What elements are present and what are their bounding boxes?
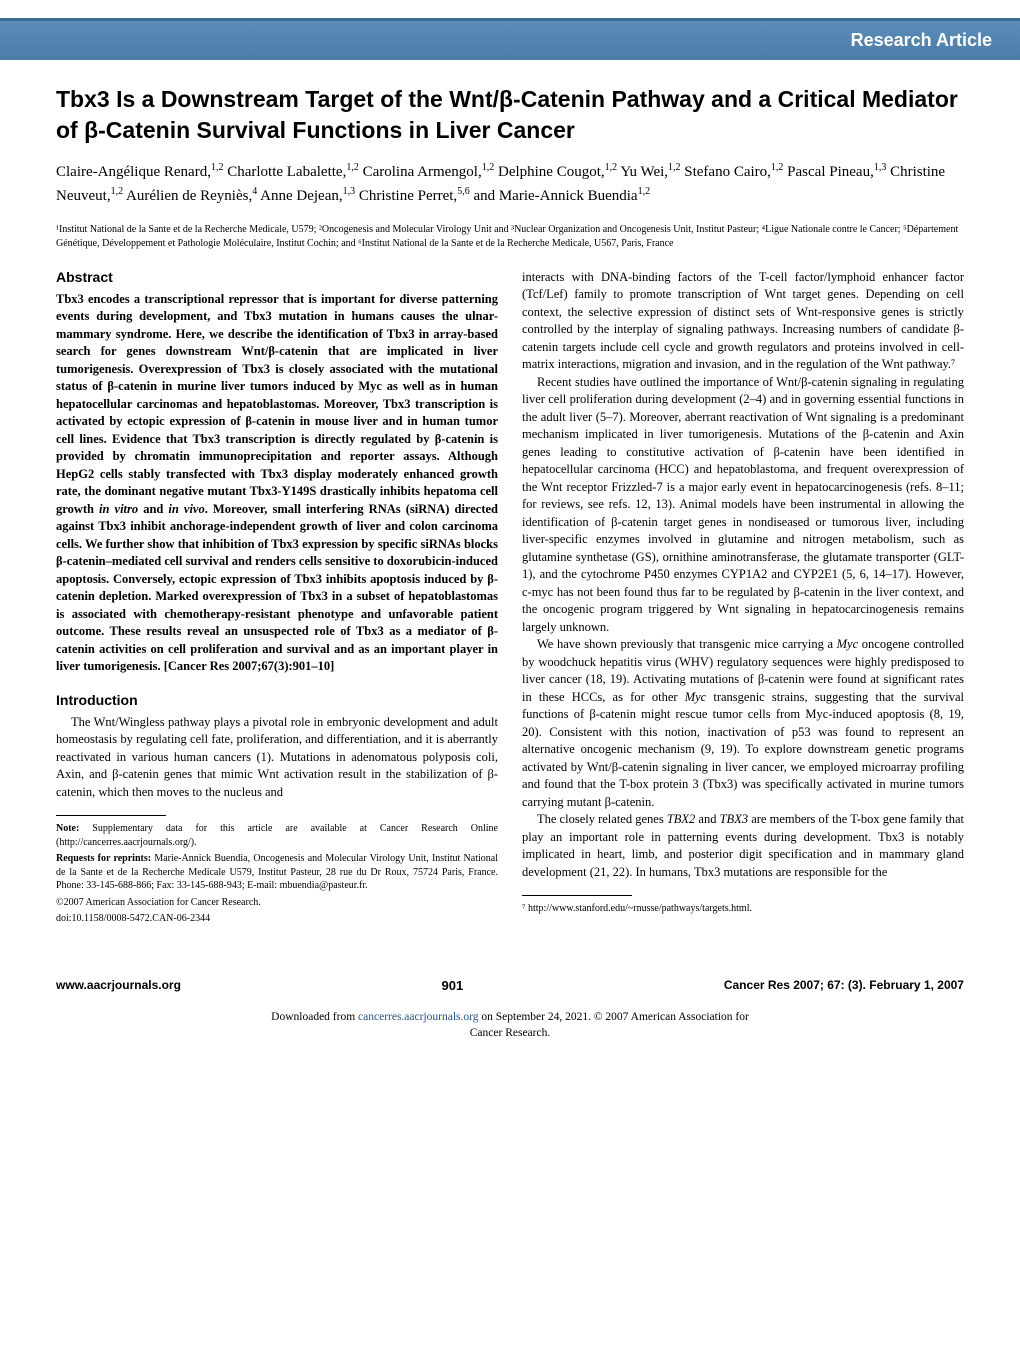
download-link[interactable]: cancerres.aacrjournals.org [358,1011,478,1023]
download-suffix: on September 24, 2021. © 2007 American A… [479,1011,749,1023]
download-prefix: Downloaded from [271,1011,358,1023]
footer-page-number: 901 [442,978,464,993]
authors-list: Claire-Angélique Renard,1,2 Charlotte La… [56,160,964,209]
right-column: interacts with DNA-binding factors of th… [522,269,964,929]
introduction-heading: Introduction [56,692,498,708]
download-note: Downloaded from cancerres.aacrjournals.o… [0,1001,1020,1049]
introduction-body: The Wnt/Wingless pathway plays a pivotal… [56,714,498,802]
affiliations: ¹Institut National de la Sante et de la … [56,223,964,251]
abstract-body: Tbx3 encodes a transcriptional repressor… [56,291,498,676]
download-line2: Cancer Research. [470,1027,550,1039]
footnote-note: Note: Supplementary data for this articl… [56,822,498,849]
right-paragraph-4: The closely related genes TBX2 and TBX3 … [522,811,964,881]
article-content: Tbx3 Is a Downstream Target of the Wnt/β… [0,60,1020,949]
footnote-requests: Requests for reprints: Marie-Annick Buen… [56,852,498,893]
intro-paragraph-1: The Wnt/Wingless pathway plays a pivotal… [56,714,498,802]
footnote-url: ⁷ http://www.stanford.edu/~rnusse/pathwa… [522,902,964,916]
footnote-divider-right [522,895,632,896]
footer-citation: Cancer Res 2007; 67: (3). February 1, 20… [724,978,964,992]
right-body: interacts with DNA-binding factors of th… [522,269,964,882]
footer-journal-url: www.aacrjournals.org [56,978,181,992]
article-category: Research Article [851,30,992,51]
header-bar: Research Article [0,18,1020,60]
right-paragraph-3: We have shown previously that transgenic… [522,636,964,811]
article-title: Tbx3 Is a Downstream Target of the Wnt/β… [56,84,964,146]
page-footer: www.aacrjournals.org 901 Cancer Res 2007… [0,967,1020,1001]
right-paragraph-1: interacts with DNA-binding factors of th… [522,269,964,374]
left-column: Abstract Tbx3 encodes a transcriptional … [56,269,498,929]
two-column-layout: Abstract Tbx3 encodes a transcriptional … [56,269,964,929]
right-paragraph-2: Recent studies have outlined the importa… [522,374,964,637]
left-footnotes: Note: Supplementary data for this articl… [56,822,498,926]
abstract-heading: Abstract [56,269,498,285]
footnote-divider [56,815,166,816]
footnote-copyright: ©2007 American Association for Cancer Re… [56,896,498,910]
footnote-doi: doi:10.1158/0008-5472.CAN-06-2344 [56,912,498,926]
right-footnotes: ⁷ http://www.stanford.edu/~rnusse/pathwa… [522,902,964,916]
